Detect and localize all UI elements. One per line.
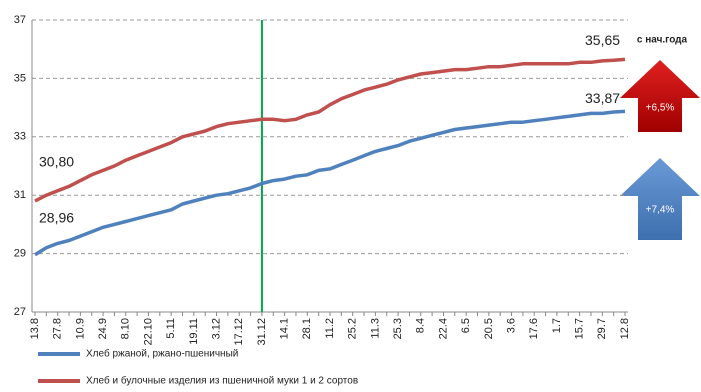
x-tick-label: 25.3: [392, 318, 404, 339]
blue-arrow: [620, 158, 700, 240]
x-tick-label: 8.4: [415, 318, 427, 333]
red-arrow-label: +6,5%: [646, 103, 675, 114]
legend-label: Хлеб и булочные изделия из пшеничной мук…: [86, 375, 358, 387]
x-tick-label: 11.2: [324, 318, 336, 339]
x-tick-label: 31.12: [256, 318, 268, 346]
series-line: [34, 57, 626, 203]
x-tick-label: 15.7: [574, 318, 586, 339]
series-line: [34, 109, 626, 257]
x-tick-label: 22.10: [142, 318, 154, 346]
x-tick-label: 5.11: [165, 318, 177, 339]
x-tick-label: 22.4: [437, 318, 449, 339]
x-tick-label: 13.8: [29, 318, 41, 339]
x-tick-label: 27.8: [52, 318, 64, 339]
x-tick-label: 29.7: [596, 318, 608, 339]
legend-label: Хлеб ржаной, ржано-пшеничный: [86, 348, 238, 360]
x-tick-label: 3.6: [505, 318, 517, 333]
x-tick-label: 10.9: [74, 318, 86, 339]
y-tick-label: 35: [14, 72, 26, 84]
x-tick-label: 24.9: [97, 318, 109, 339]
x-tick-label: 25.2: [347, 318, 359, 339]
x-tick-label: 28.1: [301, 318, 313, 339]
x-tick-label: 17.6: [528, 318, 540, 339]
data-label: 28,96: [39, 209, 74, 225]
data-label: 30,80: [39, 154, 74, 170]
y-tick-label: 29: [14, 248, 26, 260]
x-tick-label: 19.11: [188, 318, 200, 345]
x-tick-label: 17.12: [233, 318, 245, 346]
x-tick-label: 1.7: [551, 318, 563, 333]
red-arrow: [620, 60, 700, 132]
data-label: 35,65: [585, 32, 620, 48]
y-tick-label: 33: [14, 131, 26, 143]
x-tick-label: 8.10: [120, 318, 132, 339]
annotation-header: с нач.года: [637, 35, 688, 46]
x-tick-label: 20.5: [483, 318, 495, 339]
x-tick-label: 14.1: [279, 318, 291, 339]
data-label: 33,87: [585, 90, 620, 106]
y-tick-label: 31: [14, 189, 26, 201]
x-tick-label: 11.3: [369, 318, 381, 339]
x-tick-label: 6.5: [460, 318, 472, 333]
x-tick-label: 3.12: [210, 318, 222, 339]
y-tick-label: 27: [14, 306, 26, 318]
blue-arrow-label: +7,4%: [646, 205, 675, 216]
y-tick-label: 37: [14, 14, 26, 26]
x-tick-label: 12.8: [619, 318, 631, 339]
